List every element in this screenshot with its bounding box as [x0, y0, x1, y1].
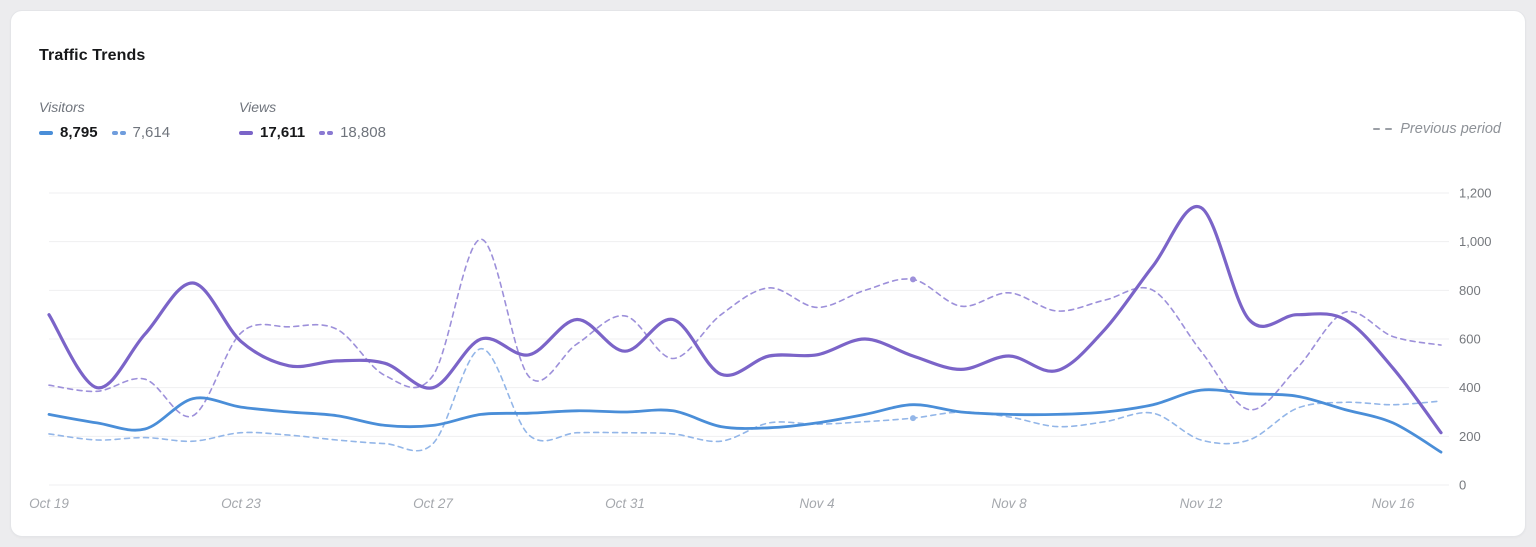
x-axis-tick-label: Nov 8 — [991, 496, 1027, 511]
legend-label-visitors: Visitors — [39, 99, 85, 115]
x-axis-tick-label: Oct 23 — [221, 496, 261, 511]
chart-area[interactable]: 0 200 400 600 800 1,000 1,200 Oct 19 Oct 23 Oct 2… — [11, 171, 1525, 526]
x-axis-tick-label: Nov 12 — [1180, 496, 1223, 511]
traffic-trends-chart[interactable]: 0 200 400 600 800 1,000 1,200 Oct 19 Oct 23 Oct 2… — [11, 171, 1525, 526]
visitors-previous-dashed-swatch — [111, 130, 126, 135]
y-axis-tick-label: 200 — [1459, 429, 1481, 444]
views-current-total: 17,611 — [260, 124, 306, 141]
y-axis-tick-label: 600 — [1459, 332, 1481, 347]
visitors-current-total: 8,795 — [60, 124, 98, 141]
previous-period-label: Previous period — [1400, 121, 1501, 137]
x-axis-tick-label: Nov 4 — [799, 496, 834, 511]
y-axis-tick-label: 1,000 — [1459, 234, 1492, 249]
series-line-visitors-current — [47, 388, 1443, 454]
point-marker-visitors-previous — [910, 415, 916, 422]
traffic-trends-card: Traffic Trends Visitors 8,795 7,614 View… — [10, 10, 1526, 537]
y-axis-tick-label: 0 — [1459, 478, 1466, 493]
previous-period-legend: Previous period — [1373, 121, 1501, 137]
legend-group-views: Views 17,611 18,808 — [239, 99, 386, 141]
views-previous-total: 18,808 — [340, 124, 386, 141]
card-title: Traffic Trends — [39, 47, 146, 64]
legend-group-visitors: Visitors 8,795 7,614 — [39, 99, 170, 141]
legend-entry-views-current: 17,611 — [239, 124, 305, 141]
views-current-line-swatch — [239, 130, 253, 135]
y-axis-tick-label: 400 — [1459, 380, 1481, 395]
series-line-views-previous — [48, 238, 1442, 418]
x-axis-tick-label: Oct 27 — [413, 496, 453, 511]
visitors-current-line-swatch — [39, 130, 53, 135]
views-previous-dashed-swatch — [319, 130, 334, 135]
legend-label-views: Views — [239, 99, 277, 115]
visitors-previous-total: 7,614 — [132, 124, 171, 141]
y-axis-tick-label: 1,200 — [1459, 186, 1492, 201]
x-axis-tick-label: Oct 19 — [29, 496, 69, 511]
x-axis-tick-label: Oct 31 — [605, 496, 645, 511]
series-line-views-current — [47, 204, 1443, 435]
series-line-visitors-previous — [48, 347, 1442, 452]
legend-entry-visitors-previous: 7,614 — [111, 124, 171, 141]
legend-entry-visitors-current: 8,795 — [39, 124, 98, 141]
legend-entry-views-previous: 18,808 — [319, 124, 386, 141]
previous-period-dash-icon — [1373, 128, 1393, 130]
x-axis-tick-label: Nov 16 — [1372, 496, 1415, 511]
point-marker-views-previous — [910, 276, 916, 283]
y-axis-tick-label: 800 — [1459, 283, 1481, 298]
